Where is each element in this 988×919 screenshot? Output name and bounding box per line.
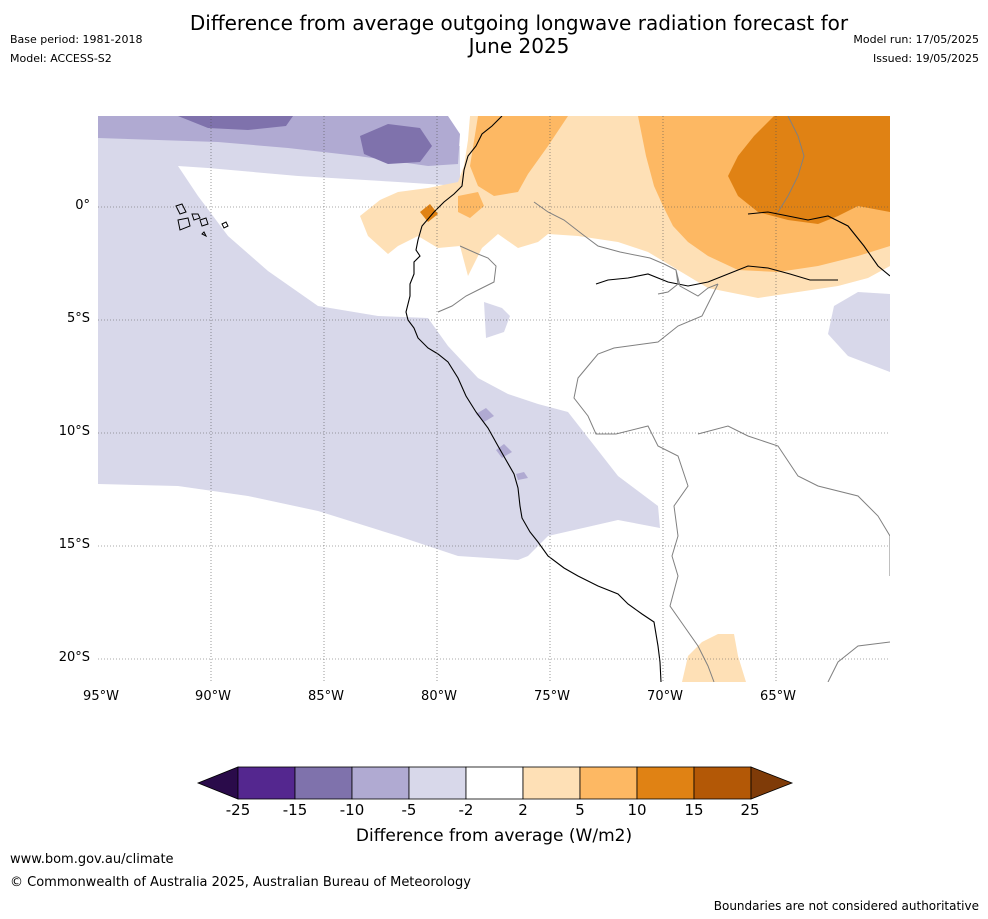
bom-url: www.bom.gov.au/climate <box>10 852 174 867</box>
lon-label-85w: 85°W <box>308 689 344 704</box>
title-line-1: Difference from average outgoing longwav… <box>189 11 849 35</box>
colorbar-tick-p10: 10 <box>627 801 647 819</box>
colorbar-bin-p5-p10 <box>579 766 638 800</box>
colorbar-bin-p15-p25 <box>693 766 752 800</box>
map-title: Difference from average outgoing longwav… <box>0 12 988 58</box>
colorbar-tick-p2: 2 <box>518 801 528 819</box>
colorbar-tick-n5: -5 <box>401 801 417 819</box>
anomaly-region-p10-p15-spot <box>420 204 438 222</box>
graticule <box>98 116 890 682</box>
colorbar-bin-n5-n2 <box>408 766 467 800</box>
anomaly-region-p5-p10 <box>470 116 568 196</box>
anomaly-region-p10-p15 <box>728 116 890 224</box>
anomaly-region-n10-n5-spot3 <box>516 472 528 480</box>
galapagos-islands <box>175 203 229 238</box>
colorbar <box>196 766 794 800</box>
coastline <box>405 116 662 682</box>
lon-label-90w: 90°W <box>195 689 231 704</box>
model-run-date: Model run: 17/05/2025 <box>853 33 979 46</box>
boundary-disclaimer: Boundaries are not considered authoritat… <box>713 899 979 913</box>
anomaly-region-p5-p10-spot <box>458 192 484 218</box>
lon-label-95w: 95°W <box>83 689 119 704</box>
lat-label-20s: 20°S <box>58 650 90 665</box>
colorbar-extend-low <box>196 766 239 800</box>
colorbar-bin-n10-n5 <box>351 766 410 800</box>
base-period: Base period: 1981-2018 <box>10 33 143 46</box>
colorbar-bin-n25-n15 <box>237 766 296 800</box>
anomaly-region-n15-n10-north <box>178 116 293 130</box>
colorbar-tick-p5: 5 <box>575 801 585 819</box>
colorbar-bin-p2-p5 <box>522 766 581 800</box>
anomaly-region-n10-n5-spot2 <box>496 444 512 458</box>
copyright-notice: © Commonwealth of Australia 2025, Austra… <box>10 875 471 890</box>
colorbar-tick-p25: 25 <box>740 801 760 819</box>
lon-label-65w: 65°W <box>760 689 796 704</box>
colorbar-tick-n15: -15 <box>282 801 308 819</box>
colorbar-extend-high <box>750 766 794 800</box>
model-name: Model: ACCESS-S2 <box>10 52 112 65</box>
country-borders <box>437 116 890 682</box>
colorbar-bin-n15-n10 <box>294 766 353 800</box>
lon-label-80w: 80°W <box>421 689 457 704</box>
colorbar-bin-n2-p2 <box>465 766 524 800</box>
anomaly-region-n5-n2-east <box>828 292 890 372</box>
issued-date: Issued: 19/05/2025 <box>872 52 979 65</box>
lon-label-70w: 70°W <box>647 689 683 704</box>
colorbar-bin-p10-p15 <box>636 766 695 800</box>
colorbar-tick-n25: -25 <box>225 801 251 819</box>
lat-label-5s: 5°S <box>66 311 90 326</box>
map-panel <box>98 116 890 682</box>
lat-label-0: 0° <box>75 198 90 213</box>
colorbar-tick-n10: -10 <box>339 801 365 819</box>
anomaly-region-n15-n10-blob <box>360 124 432 164</box>
lat-label-10s: 10°S <box>58 424 90 439</box>
lat-label-15s: 15°S <box>58 537 90 552</box>
map-canvas <box>98 116 890 682</box>
lon-label-75w: 75°W <box>534 689 570 704</box>
anomaly-region-n5-n2 <box>98 136 660 560</box>
colorbar-label: Difference from average (W/m2) <box>355 826 633 846</box>
colorbar-tick-n2: -2 <box>458 801 474 819</box>
coastline-northeast <box>595 211 890 287</box>
colorbar-tick-p15: 15 <box>684 801 704 819</box>
title-line-2: June 2025 <box>468 34 570 58</box>
